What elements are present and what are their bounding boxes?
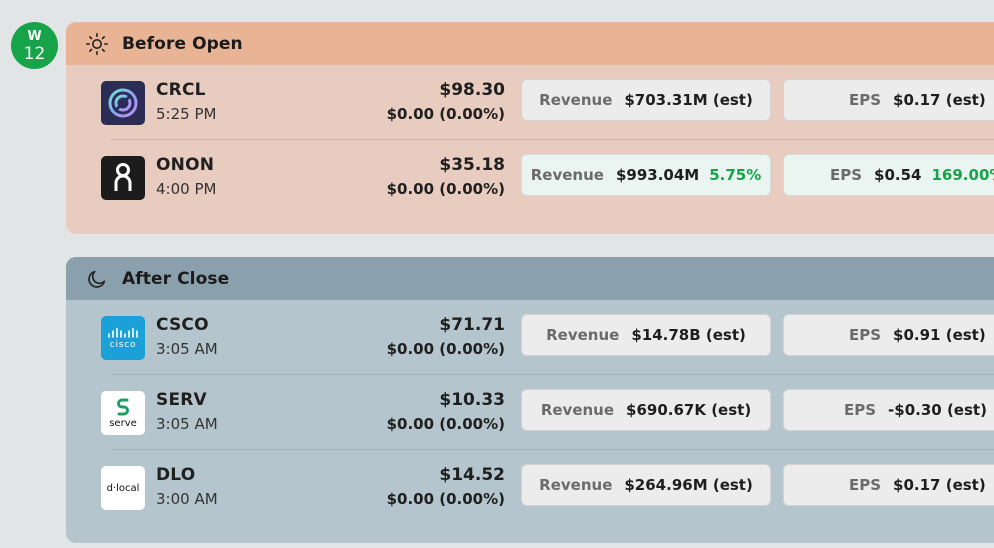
eps-label: EPS — [830, 166, 863, 184]
earnings-row-crcl[interactable]: CRCL 5:25 PM $98.30 $0.00 (0.00%) Revenu… — [101, 65, 994, 139]
cisco-logo: cisco — [101, 316, 145, 360]
revenue-pill[interactable]: Revenue $690.67K (est) — [521, 389, 771, 431]
price-change: $0.00 (0.00%) — [386, 415, 505, 433]
crcl-logo — [101, 81, 145, 125]
price: $10.33 — [439, 390, 505, 410]
revenue-value: $703.31M (est) — [624, 91, 753, 109]
eps-label: EPS — [849, 326, 882, 344]
before-open-section: Before Open CRCL 5:25 PM $98.30 $0.00 — [66, 22, 994, 234]
earnings-row-csco[interactable]: cisco CSCO 3:05 AM $71.71 $0.00 (0.00%) … — [101, 300, 994, 374]
revenue-label: Revenue — [530, 166, 604, 184]
serve-wordmark: serve — [109, 418, 137, 429]
price-change: $0.00 (0.00%) — [386, 105, 505, 123]
ticker: CRCL — [156, 80, 206, 100]
dlocal-wordmark: d·local — [106, 482, 140, 494]
revenue-label: Revenue — [546, 326, 620, 344]
revenue-value: $993.04M — [615, 166, 700, 184]
date-weekday: W — [27, 28, 42, 44]
eps-value: $0.54 — [874, 166, 922, 184]
cisco-wordmark: cisco — [109, 339, 137, 350]
eps-label: EPS — [844, 401, 877, 419]
date-day: 12 — [23, 43, 46, 64]
price-change: $0.00 (0.00%) — [386, 490, 505, 508]
eps-surprise: 169.00% — [931, 166, 994, 184]
eps-value: $0.17 (est) — [893, 91, 986, 109]
onon-logo — [101, 156, 145, 200]
revenue-pill[interactable]: Revenue $703.31M (est) — [521, 79, 771, 121]
serve-logo: serve — [101, 391, 145, 435]
ticker: SERV — [156, 390, 207, 410]
report-time: 3:00 AM — [156, 490, 218, 508]
revenue-pill[interactable]: Revenue $993.04M 5.75% — [521, 154, 771, 196]
after-close-header[interactable]: After Close — [66, 257, 994, 300]
eps-pill[interactable]: EPS $0.17 (est) — [783, 79, 994, 121]
price-change: $0.00 (0.00%) — [386, 340, 505, 358]
earnings-row-serv[interactable]: serve SERV 3:05 AM $10.33 $0.00 (0.00%) … — [101, 374, 994, 449]
revenue-pill[interactable]: Revenue $14.78B (est) — [521, 314, 771, 356]
eps-label: EPS — [849, 476, 882, 494]
section-title: After Close — [122, 268, 230, 289]
revenue-value: $14.78B (est) — [631, 326, 746, 344]
moon-icon — [84, 266, 110, 292]
price: $98.30 — [439, 80, 505, 100]
revenue-label: Revenue — [540, 401, 615, 419]
ticker: ONON — [156, 155, 215, 175]
sun-icon — [84, 31, 110, 57]
before-open-header[interactable]: Before Open — [66, 22, 994, 65]
report-time: 4:00 PM — [156, 180, 217, 198]
eps-label: EPS — [849, 91, 882, 109]
eps-pill[interactable]: EPS $0.91 (est) — [783, 314, 994, 356]
revenue-surprise: 5.75% — [709, 166, 762, 184]
ticker: CSCO — [156, 315, 209, 335]
section-title: Before Open — [122, 33, 243, 54]
after-close-section: After Close cisco CSCO 3:05 AM $71.71 $0… — [66, 257, 994, 543]
revenue-label: Revenue — [539, 91, 613, 109]
earnings-row-dlo[interactable]: d·local DLO 3:00 AM $14.52 $0.00 (0.00%)… — [101, 449, 994, 524]
eps-pill[interactable]: EPS $0.54 169.00% — [783, 154, 994, 196]
price: $35.18 — [439, 155, 505, 175]
report-time: 3:05 AM — [156, 415, 218, 433]
revenue-value: $690.67K (est) — [626, 401, 752, 419]
price: $71.71 — [439, 315, 505, 335]
revenue-label: Revenue — [539, 476, 613, 494]
eps-value: $0.17 (est) — [893, 476, 986, 494]
price-change: $0.00 (0.00%) — [386, 180, 505, 198]
eps-pill[interactable]: EPS -$0.30 (est) — [783, 389, 994, 431]
revenue-value: $264.96M (est) — [624, 476, 753, 494]
report-time: 3:05 AM — [156, 340, 218, 358]
earnings-row-onon[interactable]: ONON 4:00 PM $35.18 $0.00 (0.00%) Revenu… — [101, 139, 994, 214]
eps-pill[interactable]: EPS $0.17 (est) — [783, 464, 994, 506]
date-badge[interactable]: W 12 — [11, 22, 58, 69]
dlocal-logo: d·local — [101, 466, 145, 510]
eps-value: -$0.30 (est) — [888, 401, 987, 419]
eps-value: $0.91 (est) — [893, 326, 986, 344]
report-time: 5:25 PM — [156, 105, 217, 123]
price: $14.52 — [439, 465, 505, 485]
revenue-pill[interactable]: Revenue $264.96M (est) — [521, 464, 771, 506]
ticker: DLO — [156, 465, 196, 485]
